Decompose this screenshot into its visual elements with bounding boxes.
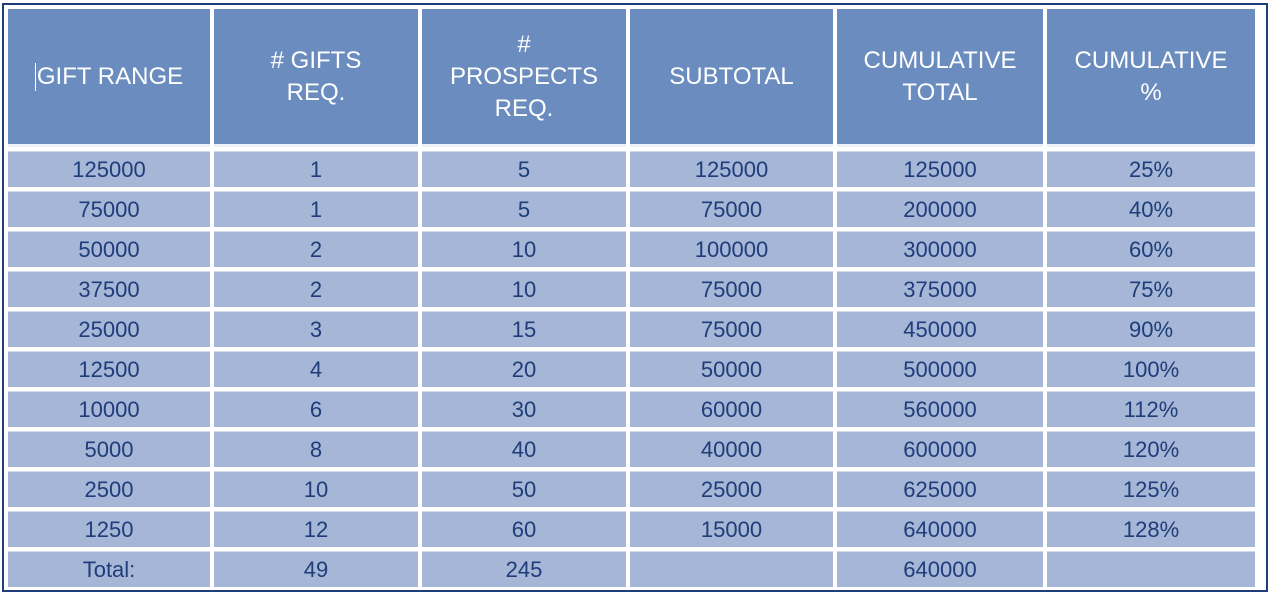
table-row: 25000 3 15 75000 450000 90% (8, 311, 1255, 347)
cell-gifts-required[interactable]: 2 (214, 271, 418, 307)
table-row: 75000 1 5 75000 200000 40% (8, 191, 1255, 227)
table-row: 2500 10 50 25000 625000 125% (8, 471, 1255, 507)
cell-gift-range[interactable]: 12500 (8, 351, 210, 387)
cell-cumulative-total[interactable]: 640000 (837, 551, 1043, 587)
cell-gift-range[interactable]: 10000 (8, 391, 210, 427)
cell-subtotal[interactable]: 60000 (630, 391, 833, 427)
table-row: 125000 1 5 125000 125000 25% (8, 151, 1255, 187)
cell-prospects-required[interactable]: 50 (422, 471, 626, 507)
cell-cumulative-total[interactable]: 600000 (837, 431, 1043, 467)
cell-prospects-required[interactable]: 30 (422, 391, 626, 427)
header-gift-range[interactable]: GIFT RANGE (8, 9, 210, 147)
cell-prospects-required[interactable]: 20 (422, 351, 626, 387)
table-body: 125000 1 5 125000 125000 25% 75000 1 5 75000 20000… (8, 151, 1255, 587)
cell-cumulative-percent[interactable]: 90% (1047, 311, 1255, 347)
cell-prospects-required[interactable]: 245 (422, 551, 626, 587)
table-row: 5000 8 40 40000 600000 120% (8, 431, 1255, 467)
cell-subtotal[interactable]: 15000 (630, 511, 833, 547)
cell-gift-range[interactable]: 5000 (8, 431, 210, 467)
cell-prospects-required[interactable]: 40 (422, 431, 626, 467)
total-row: Total: 49 245 640000 (8, 551, 1255, 587)
cell-subtotal[interactable]: 100000 (630, 231, 833, 267)
cell-gifts-required[interactable]: 12 (214, 511, 418, 547)
cell-cumulative-total[interactable]: 200000 (837, 191, 1043, 227)
cell-cumulative-percent[interactable]: 120% (1047, 431, 1255, 467)
cell-subtotal[interactable]: 25000 (630, 471, 833, 507)
cell-gift-range[interactable]: 25000 (8, 311, 210, 347)
cell-gifts-required[interactable]: 6 (214, 391, 418, 427)
cell-gifts-required[interactable]: 10 (214, 471, 418, 507)
cell-cumulative-total[interactable]: 300000 (837, 231, 1043, 267)
table-row: 12500 4 20 50000 500000 100% (8, 351, 1255, 387)
cell-gift-range[interactable]: 37500 (8, 271, 210, 307)
cell-gifts-required[interactable]: 49 (214, 551, 418, 587)
table-row: 37500 2 10 75000 375000 75% (8, 271, 1255, 307)
cell-prospects-required[interactable]: 10 (422, 271, 626, 307)
cell-cumulative-percent[interactable]: 75% (1047, 271, 1255, 307)
table-row: 50000 2 10 100000 300000 60% (8, 231, 1255, 267)
cell-prospects-required[interactable]: 5 (422, 191, 626, 227)
cell-subtotal[interactable]: 50000 (630, 351, 833, 387)
cell-cumulative-total[interactable]: 625000 (837, 471, 1043, 507)
table-row: 10000 6 30 60000 560000 112% (8, 391, 1255, 427)
header-cumulative-percent[interactable]: CUMULATIVE % (1047, 9, 1255, 147)
cell-gifts-required[interactable]: 4 (214, 351, 418, 387)
cell-prospects-required[interactable]: 60 (422, 511, 626, 547)
cell-gifts-required[interactable]: 8 (214, 431, 418, 467)
cell-cumulative-total[interactable]: 500000 (837, 351, 1043, 387)
cell-subtotal[interactable]: 75000 (630, 311, 833, 347)
cell-subtotal[interactable]: 75000 (630, 191, 833, 227)
cell-cumulative-percent[interactable]: 128% (1047, 511, 1255, 547)
header-prospects-required[interactable]: # PROSPECTS REQ. (422, 9, 626, 147)
cell-gifts-required[interactable]: 2 (214, 231, 418, 267)
cell-gifts-required[interactable]: 1 (214, 151, 418, 187)
cell-cumulative-total[interactable]: 560000 (837, 391, 1043, 427)
cell-cumulative-total[interactable]: 640000 (837, 511, 1043, 547)
header-cumulative-total[interactable]: CUMULATIVE TOTAL (837, 9, 1043, 147)
cell-subtotal[interactable]: 75000 (630, 271, 833, 307)
cell-cumulative-total[interactable]: 375000 (837, 271, 1043, 307)
cell-subtotal[interactable]: 125000 (630, 151, 833, 187)
cell-cumulative-percent[interactable]: 60% (1047, 231, 1255, 267)
cell-cumulative-percent[interactable]: 100% (1047, 351, 1255, 387)
gift-range-table: GIFT RANGE # GIFTS REQ. # PROSPECTS REQ.… (4, 5, 1259, 591)
cell-gift-range[interactable]: 50000 (8, 231, 210, 267)
cell-gift-range[interactable]: 125000 (8, 151, 210, 187)
cell-gifts-required[interactable]: 3 (214, 311, 418, 347)
cell-prospects-required[interactable]: 10 (422, 231, 626, 267)
cell-cumulative-percent[interactable]: 125% (1047, 471, 1255, 507)
cell-prospects-required[interactable]: 5 (422, 151, 626, 187)
cell-cumulative-percent[interactable]: 112% (1047, 391, 1255, 427)
cell-cumulative-total[interactable]: 450000 (837, 311, 1043, 347)
text-cursor (34, 63, 36, 92)
cell-gift-range[interactable]: Total: (8, 551, 210, 587)
cell-cumulative-percent[interactable] (1047, 551, 1255, 587)
gift-range-chart-frame: GIFT RANGE # GIFTS REQ. # PROSPECTS REQ.… (2, 3, 1268, 592)
cell-cumulative-percent[interactable]: 40% (1047, 191, 1255, 227)
cell-gift-range[interactable]: 1250 (8, 511, 210, 547)
cell-gift-range[interactable]: 75000 (8, 191, 210, 227)
header-gifts-required[interactable]: # GIFTS REQ. (214, 9, 418, 147)
cell-cumulative-total[interactable]: 125000 (837, 151, 1043, 187)
cell-cumulative-percent[interactable]: 25% (1047, 151, 1255, 187)
cell-subtotal[interactable] (630, 551, 833, 587)
header-gift-range-label: GIFT RANGE (36, 62, 184, 90)
cell-gifts-required[interactable]: 1 (214, 191, 418, 227)
cell-prospects-required[interactable]: 15 (422, 311, 626, 347)
table-row: 1250 12 60 15000 640000 128% (8, 511, 1255, 547)
cell-gift-range[interactable]: 2500 (8, 471, 210, 507)
header-row: GIFT RANGE # GIFTS REQ. # PROSPECTS REQ.… (8, 9, 1255, 147)
header-subtotal[interactable]: SUBTOTAL (630, 9, 833, 147)
cell-subtotal[interactable]: 40000 (630, 431, 833, 467)
